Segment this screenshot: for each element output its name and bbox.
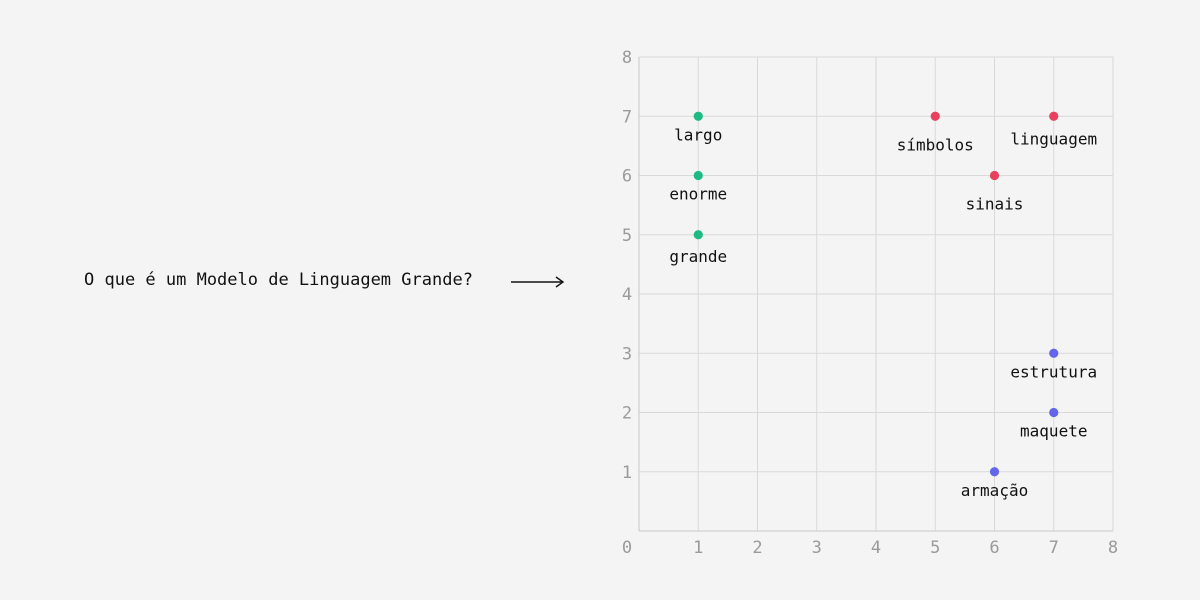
point-label: armação	[961, 481, 1028, 500]
point-label: símbolos	[897, 135, 974, 154]
grid	[639, 56, 1114, 531]
arrow-right-icon	[511, 276, 565, 288]
x-tick-label: 7	[1049, 538, 1059, 558]
point-labels: largo enorme grande símbolos linguagem sinais…	[669, 125, 1097, 500]
x-tick-label: 3	[812, 538, 822, 558]
y-tick-label: 8	[622, 48, 632, 68]
y-tick-label: 7	[622, 107, 632, 127]
data-point	[989, 467, 1000, 477]
x-tick-label: 1	[693, 538, 703, 558]
y-tick-label: 5	[622, 226, 632, 246]
data-point	[693, 230, 703, 240]
point-label: estrutura	[1010, 362, 1097, 381]
y-tick-label: 2	[622, 404, 632, 424]
data-points	[693, 111, 1059, 477]
point-label: enorme	[669, 185, 727, 204]
x-tick-label: 5	[930, 538, 940, 558]
x-tick-label: 8	[1108, 538, 1118, 558]
x-tick-label: 6	[989, 538, 999, 558]
point-label: largo	[674, 125, 722, 144]
y-tick-label: 4	[622, 285, 632, 305]
point-label: sinais	[966, 195, 1024, 214]
data-point	[693, 111, 703, 121]
point-label: maquete	[1020, 422, 1087, 441]
x-tick-label: 4	[871, 538, 881, 558]
y-tick-label: 1	[622, 463, 632, 483]
data-point	[930, 111, 940, 121]
y-tick-label: 6	[622, 167, 632, 187]
point-label: grande	[669, 247, 727, 266]
axes	[638, 57, 1113, 532]
tick-labels: 0 1 2 3 4 5 6 7 8 1 2 3 4 5 6 7 8	[622, 48, 1118, 558]
data-point	[693, 170, 703, 181]
y-tick-label: 3	[622, 344, 632, 364]
point-label: linguagem	[1010, 129, 1097, 148]
data-point	[1049, 111, 1059, 121]
data-point	[1049, 348, 1059, 358]
question-text: O que é um Modelo de Linguagem Grande?	[84, 270, 473, 290]
data-point	[989, 170, 1000, 181]
x-tick-label: 2	[752, 538, 762, 558]
x-tick-label: 0	[622, 538, 632, 558]
data-point	[1049, 407, 1059, 418]
